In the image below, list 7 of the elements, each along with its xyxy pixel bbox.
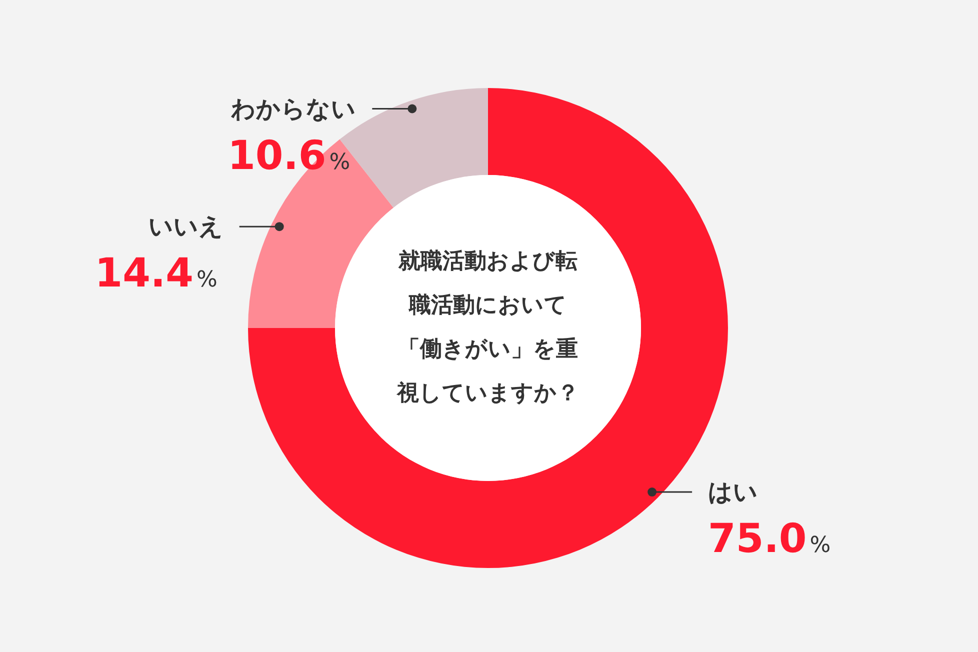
slice-label: わからない [230,94,356,123]
data-label: 14.4% [94,250,218,297]
slice-label: はい [708,478,758,506]
slice-label: いいえ [148,212,224,241]
text: 就職活動および転職活動において「働きがい」を重視していますか？ [396,248,580,408]
data-label: 10.6% [228,132,350,179]
data-label: 75.0% [708,516,831,562]
